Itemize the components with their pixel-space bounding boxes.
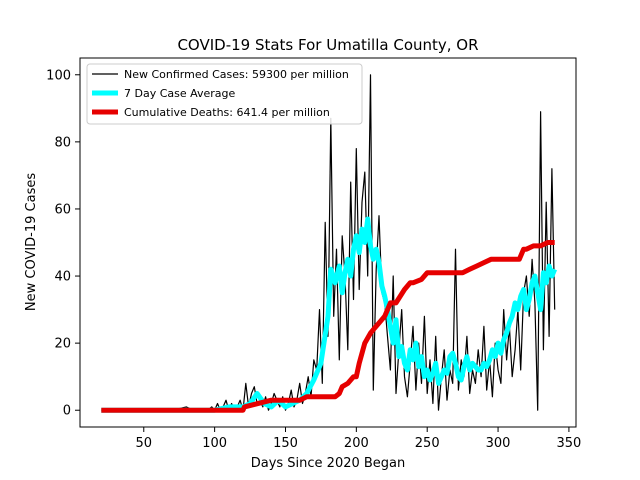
y-tick-label: 40 (54, 270, 71, 285)
plot-area (101, 74, 558, 413)
x-tick-label: 100 (202, 436, 227, 451)
legend: New Confirmed Cases: 59300 per million 7 … (86, 63, 363, 125)
x-axis-label: Days Since 2020 Began (251, 456, 406, 471)
y-axis-label: New COVID-19 Cases (24, 173, 39, 311)
y-tick-label: 60 (54, 202, 71, 217)
y-tick-label: 100 (46, 68, 71, 83)
cumulative-deaths-line (101, 240, 555, 413)
legend-entry: 7 Day Case Average (124, 87, 236, 100)
x-tick-label: 300 (486, 436, 511, 451)
y-tick-label: 80 (54, 135, 71, 150)
plot-frame (79, 57, 577, 428)
y-axis: 0 20 40 60 80 100 (46, 68, 80, 419)
x-tick-label: 200 (344, 436, 369, 451)
x-axis: 50 100 150 200 250 300 350 (135, 427, 581, 451)
seven-day-average-line (101, 216, 558, 413)
new-cases-line (101, 74, 556, 411)
y-tick-label: 0 (63, 404, 71, 419)
x-tick-label: 150 (273, 436, 298, 451)
legend-entry: Cumulative Deaths: 641.4 per million (124, 106, 330, 119)
x-tick-label: 350 (557, 436, 582, 451)
y-tick-label: 20 (54, 337, 71, 352)
chart-title: COVID-19 Stats For Umatilla County, OR (177, 36, 478, 54)
legend-box (86, 63, 363, 125)
x-tick-label: 50 (135, 436, 152, 451)
legend-entry: New Confirmed Cases: 59300 per million (124, 68, 349, 81)
x-tick-label: 250 (415, 436, 440, 451)
